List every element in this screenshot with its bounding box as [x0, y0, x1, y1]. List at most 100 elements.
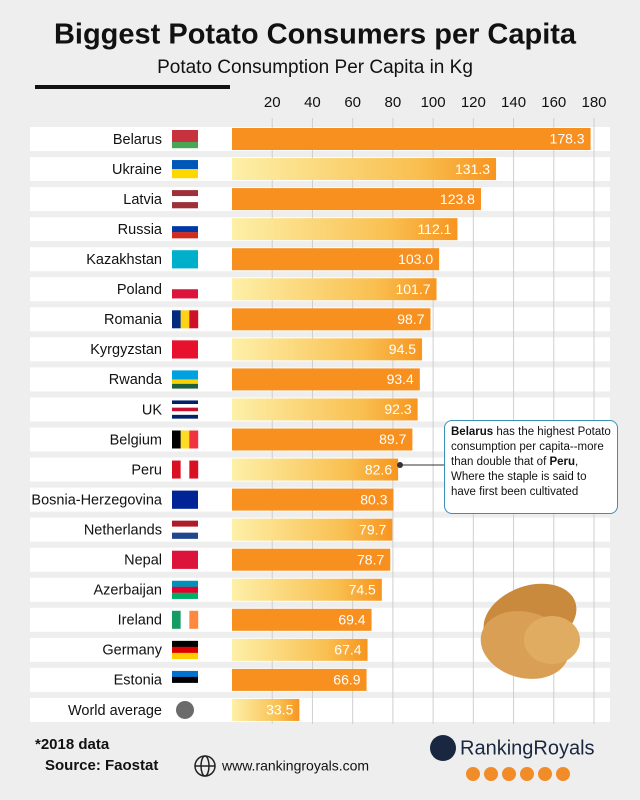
bar [232, 398, 418, 421]
annotation-text: has the highest Potato consumption per c… [451, 426, 611, 468]
y-tick-label: Kyrgyzstan [90, 342, 162, 358]
annotation-bold: Belarus [451, 426, 494, 438]
flag-icon [172, 520, 198, 527]
flag-icon [172, 610, 181, 629]
flag-icon [172, 136, 198, 143]
value-label: 123.8 [440, 191, 475, 207]
flag-icon [172, 676, 198, 684]
flag-icon [172, 652, 198, 660]
brand: RankingRoyals [460, 737, 595, 759]
bar [232, 218, 458, 241]
y-tick-label: Germany [102, 643, 162, 659]
value-label: 80.3 [360, 491, 387, 507]
annotation-text: , Where the staple is said to have first… [451, 456, 587, 498]
bar [232, 488, 394, 511]
flag-icon [172, 682, 198, 690]
flag-icon [180, 310, 190, 329]
y-tick-label: Latvia [123, 192, 163, 208]
flag-icon [172, 490, 198, 509]
bar [232, 548, 391, 571]
bar [232, 158, 497, 181]
bar [232, 668, 367, 691]
flag-icon [180, 430, 190, 449]
y-tick-label: Netherlands [84, 522, 162, 538]
footnote: *2018 data [35, 736, 110, 753]
flag-icon [189, 460, 199, 479]
x-tick-label: 60 [344, 94, 361, 111]
flag-icon [172, 232, 198, 239]
value-label: 93.4 [387, 371, 414, 387]
flag-icon [172, 414, 198, 419]
flag-icon [172, 646, 198, 654]
value-label: 79.7 [359, 521, 386, 537]
flag-icon [180, 460, 190, 479]
flag-icon [172, 526, 198, 533]
flag-icon [172, 202, 198, 209]
flag-icon [172, 374, 198, 380]
flag-icon [172, 532, 198, 539]
x-tick-label: 140 [501, 94, 526, 111]
flag-icon [172, 379, 198, 385]
callout-dot [397, 462, 403, 468]
y-tick-label: Rwanda [109, 372, 163, 388]
flag-icon [172, 407, 198, 412]
y-tick-label: Kazakhstan [86, 252, 162, 268]
x-tick-label: 120 [461, 94, 486, 111]
bar [232, 698, 300, 721]
value-label: 78.7 [357, 551, 384, 567]
x-tick-label: 180 [581, 94, 606, 111]
bar [232, 248, 440, 271]
bar [232, 608, 372, 631]
bar [232, 428, 413, 451]
social-icons [466, 767, 570, 781]
bar [232, 458, 399, 481]
flag-icon [172, 460, 181, 479]
underline [35, 85, 230, 89]
chart-title: Biggest Potato Consumers per Capita [54, 19, 577, 51]
flag-icon [172, 411, 198, 416]
y-tick-label: Ireland [118, 613, 162, 629]
x-tick-label: 20 [264, 94, 281, 111]
y-tick-label: Estonia [114, 673, 163, 689]
y-tick-label: Bosnia-Herzegovina [31, 492, 163, 508]
flag-icon [172, 592, 198, 599]
value-label: 66.9 [333, 672, 360, 688]
flag-icon [172, 226, 198, 233]
potato-illustration [480, 583, 580, 679]
y-tick-label: Nepal [124, 553, 162, 569]
value-label: 98.7 [397, 311, 424, 327]
flag-icon [172, 640, 198, 648]
bar [232, 188, 481, 211]
bar [232, 518, 393, 541]
globe-icon [194, 755, 216, 777]
website: www.rankingroyals.com [221, 758, 369, 774]
y-tick-label: Belarus [113, 132, 162, 148]
flag-icon [189, 430, 199, 449]
source: Source: Faostat [45, 757, 158, 774]
brand-logo [430, 735, 456, 761]
y-tick-label: Romania [104, 312, 163, 328]
flag-icon [172, 310, 181, 329]
bar [232, 338, 423, 361]
bar [232, 638, 368, 661]
x-tick-label: 80 [385, 94, 402, 111]
bar [232, 308, 431, 331]
y-tick-label: Poland [117, 282, 162, 298]
flag-icon [172, 280, 198, 290]
value-label: 94.5 [389, 341, 416, 357]
flag-icon [172, 430, 181, 449]
bar [232, 578, 382, 601]
flag-icon [172, 289, 198, 299]
y-tick-label: Azerbaijan [93, 583, 162, 599]
annotation-bold: Peru [549, 456, 576, 468]
flag-icon [172, 196, 198, 203]
y-tick-label: UK [142, 402, 162, 418]
flag-icon [172, 580, 198, 587]
flag-icon [180, 610, 190, 629]
annotation: Belarus has the highest Potato consumpti… [444, 420, 618, 514]
flag-icon [172, 190, 198, 197]
value-label: 103.0 [398, 251, 433, 267]
chart-subtitle: Potato Consumption Per Capita in Kg [157, 57, 473, 78]
flag-icon [172, 404, 198, 408]
